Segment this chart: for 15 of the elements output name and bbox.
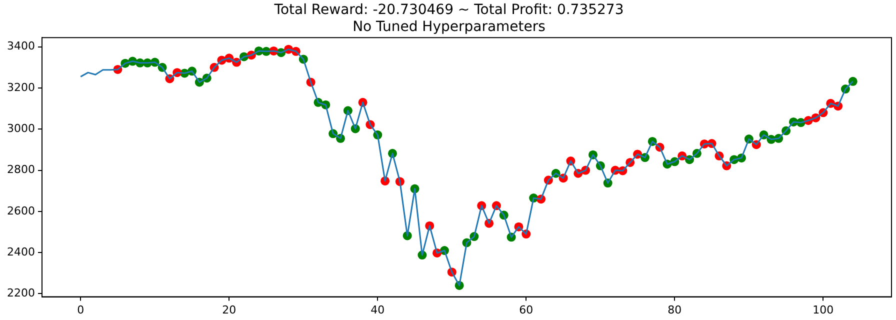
x-tick-label: 80 [668,303,682,316]
x-tick-label: 100 [812,303,834,316]
chart-subtitle: No Tuned Hyperparameters [352,18,546,35]
y-tick-label: 2800 [6,163,35,176]
y-tick-label: 3000 [6,122,35,135]
y-tick-label: 3400 [6,40,35,53]
y-tick-label: 3200 [6,80,35,94]
x-tick-label: 20 [222,303,236,316]
x-tick-label: 60 [519,303,534,316]
x-tick-label: 0 [77,303,84,316]
y-tick-label: 2600 [6,204,35,218]
chart-title: Total Reward: -20.730469 ~ Total Profit: 0.735273 [273,2,624,18]
y-tick-label: 2200 [6,286,35,300]
y-tick-label: 2400 [6,245,35,258]
x-tick-label: 40 [370,303,385,316]
